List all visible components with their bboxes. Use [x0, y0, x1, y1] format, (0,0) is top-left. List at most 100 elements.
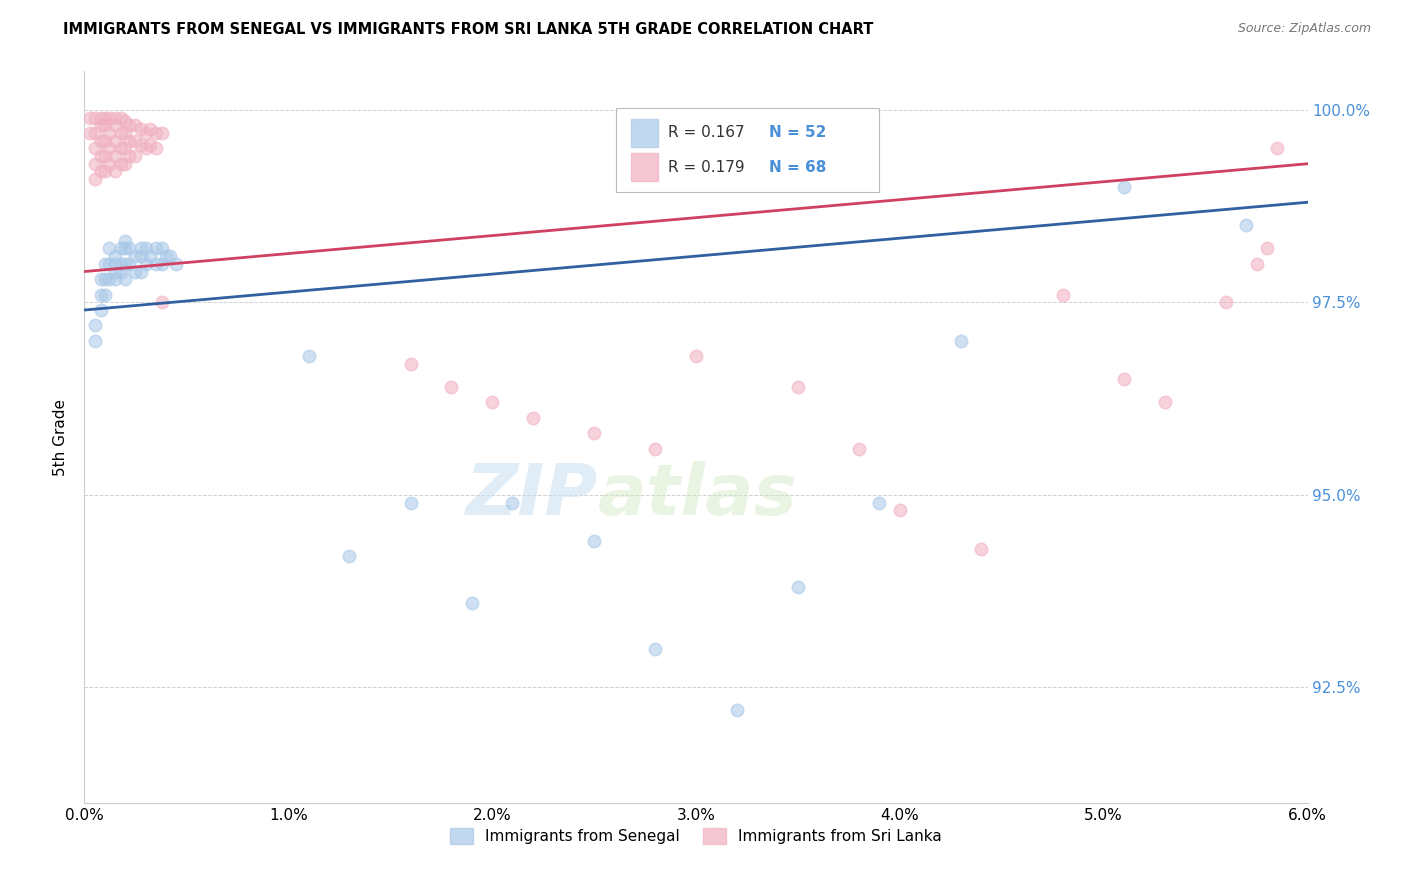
Point: [83, 111, 105, 125]
Point: [135, 242, 157, 256]
Legend: Immigrants from Senegal, Immigrants from Sri Lanka: Immigrants from Senegal, Immigrants from…: [444, 822, 948, 850]
Point: [1215, 295, 1237, 310]
Point: [83, 157, 105, 171]
Point: [124, 118, 146, 132]
Point: [145, 126, 167, 140]
Point: [165, 257, 187, 271]
Point: [93, 287, 117, 301]
Point: [97, 242, 120, 256]
Point: [1114, 179, 1136, 194]
Point: [150, 295, 173, 310]
Point: [114, 126, 136, 140]
Point: [104, 111, 127, 125]
Point: [110, 257, 132, 271]
Point: [114, 272, 136, 286]
Point: [90, 164, 112, 178]
Point: [114, 257, 136, 271]
FancyBboxPatch shape: [631, 119, 658, 146]
Point: [583, 534, 606, 549]
Point: [93, 149, 117, 163]
Point: [131, 137, 153, 152]
Y-axis label: 5th Grade: 5th Grade: [53, 399, 69, 475]
Point: [124, 134, 146, 148]
Point: [90, 134, 112, 148]
Point: [93, 164, 117, 178]
Point: [93, 257, 117, 271]
Point: [93, 111, 117, 125]
Point: [90, 287, 112, 301]
Point: [522, 410, 544, 425]
Point: [110, 141, 132, 155]
FancyBboxPatch shape: [631, 153, 658, 181]
Point: [135, 141, 157, 155]
Text: IMMIGRANTS FROM SENEGAL VS IMMIGRANTS FROM SRI LANKA 5TH GRADE CORRELATION CHART: IMMIGRANTS FROM SENEGAL VS IMMIGRANTS FR…: [63, 22, 873, 37]
Point: [644, 442, 666, 456]
Point: [1052, 287, 1074, 301]
Point: [298, 349, 321, 363]
Point: [97, 257, 120, 271]
Point: [145, 141, 167, 155]
Point: [150, 242, 173, 256]
Point: [90, 118, 112, 132]
Point: [90, 111, 112, 125]
Text: atlas: atlas: [598, 461, 797, 530]
Point: [970, 541, 993, 556]
Point: [104, 164, 127, 178]
Point: [79, 111, 101, 125]
Point: [104, 257, 127, 271]
Point: [118, 134, 141, 148]
Point: [869, 495, 891, 509]
Point: [110, 242, 132, 256]
Point: [110, 126, 132, 140]
Point: [339, 549, 361, 564]
Point: [110, 157, 132, 171]
Point: [583, 426, 606, 441]
Point: [93, 134, 117, 148]
Point: [787, 380, 810, 394]
Point: [118, 118, 141, 132]
Point: [155, 249, 177, 263]
Point: [150, 257, 173, 271]
Text: R = 0.167: R = 0.167: [668, 125, 744, 140]
Point: [104, 118, 127, 132]
Point: [104, 272, 127, 286]
Text: ZIP: ZIP: [465, 461, 598, 530]
Point: [787, 580, 810, 594]
Point: [93, 272, 117, 286]
Point: [150, 126, 173, 140]
Point: [131, 242, 153, 256]
Point: [399, 495, 422, 509]
Point: [138, 137, 160, 152]
Point: [90, 303, 112, 318]
Point: [104, 249, 127, 263]
Point: [83, 334, 105, 348]
FancyBboxPatch shape: [616, 108, 880, 192]
Point: [1265, 141, 1288, 155]
Point: [135, 126, 157, 140]
Point: [138, 122, 160, 136]
Point: [114, 141, 136, 155]
Point: [124, 149, 146, 163]
Text: R = 0.179: R = 0.179: [668, 160, 744, 175]
Point: [83, 172, 105, 186]
Point: [104, 264, 127, 278]
Point: [90, 272, 112, 286]
Point: [644, 641, 666, 656]
Point: [93, 118, 117, 132]
Point: [104, 149, 127, 163]
Point: [950, 334, 973, 348]
Point: [110, 264, 132, 278]
Point: [97, 141, 120, 155]
Point: [685, 349, 707, 363]
Point: [79, 126, 101, 140]
Point: [131, 122, 153, 136]
Point: [848, 442, 870, 456]
Point: [138, 249, 160, 263]
Point: [145, 242, 167, 256]
Point: [97, 157, 120, 171]
Text: Source: ZipAtlas.com: Source: ZipAtlas.com: [1237, 22, 1371, 36]
Point: [97, 272, 120, 286]
Point: [1256, 242, 1278, 256]
Point: [1236, 219, 1258, 233]
Point: [131, 249, 153, 263]
